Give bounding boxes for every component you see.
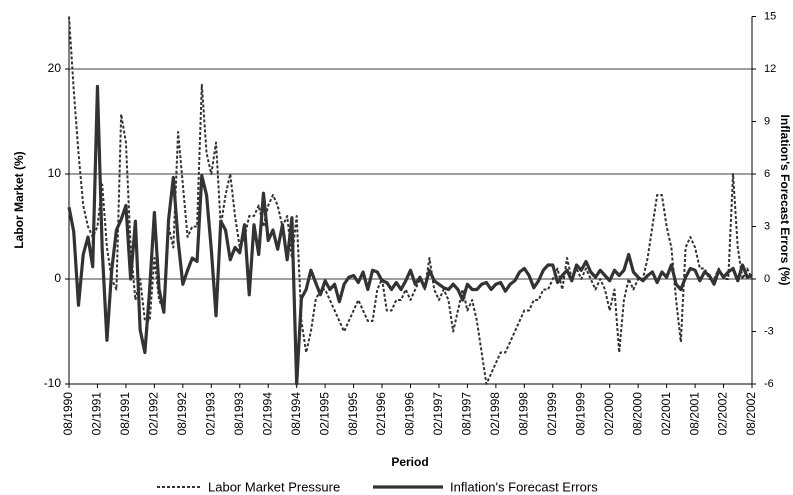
x-tick-label: 02/1993 — [203, 392, 217, 436]
y2-tick-label: -3 — [764, 325, 774, 337]
x-tick-label: 02/1998 — [488, 392, 502, 436]
y-tick-label: 10 — [48, 166, 62, 180]
y-axis-title: Labor Market (%) — [12, 151, 26, 248]
y2-tick-label: 9 — [764, 115, 770, 127]
y2-tick-label: 12 — [764, 63, 776, 75]
x-tick-label: 08/1993 — [232, 392, 246, 436]
legend-label: Inflation's Forecast Errors — [450, 479, 598, 494]
series-line — [67, 84, 753, 386]
y2-tick-label: 15 — [764, 10, 776, 22]
x-tick-label: 02/1999 — [545, 392, 559, 436]
y-tick-label: -10 — [44, 376, 62, 390]
x-tick-label: 08/1995 — [346, 392, 360, 436]
x-tick-label: 08/1994 — [289, 392, 303, 436]
x-tick-label: 08/1991 — [118, 392, 132, 436]
y2-tick-label: 0 — [764, 273, 770, 285]
x-tick-label: 08/2000 — [630, 392, 644, 436]
x-tick-label: 02/1994 — [260, 392, 274, 436]
x-tick-label: 02/1991 — [90, 392, 104, 436]
legend-label: Labor Market Pressure — [208, 479, 340, 494]
x-tick-label: 08/1997 — [460, 392, 474, 436]
y-tick-label: 0 — [54, 271, 61, 285]
x-tick-label: 02/1995 — [317, 392, 331, 436]
y2-tick-label: 6 — [764, 168, 770, 180]
x-tick-label: 02/2002 — [716, 392, 730, 436]
x-tick-label: 08/1990 — [61, 392, 75, 436]
y-tick-label: 20 — [48, 61, 62, 75]
x-tick-label: 02/1997 — [431, 392, 445, 436]
x-tick-label: 02/1992 — [147, 392, 161, 436]
x-tick-label: 02/2000 — [602, 392, 616, 436]
x-tick-label: 08/1996 — [403, 392, 417, 436]
x-axis-title: Period — [391, 455, 428, 469]
x-tick-label: 02/2001 — [659, 392, 673, 436]
x-tick-label: 08/1999 — [573, 392, 587, 436]
x-tick-label: 08/1998 — [517, 392, 531, 436]
x-tick-label: 08/2002 — [744, 392, 758, 436]
x-tick-label: 08/1992 — [175, 392, 189, 436]
y2-tick-label: -6 — [764, 378, 774, 390]
y2-axis-title: Inflation's Forecast Errors (%) — [778, 115, 792, 286]
y2-tick-label: 3 — [764, 220, 770, 232]
x-tick-label: 08/2001 — [687, 392, 701, 436]
x-tick-label: 02/1996 — [374, 392, 388, 436]
